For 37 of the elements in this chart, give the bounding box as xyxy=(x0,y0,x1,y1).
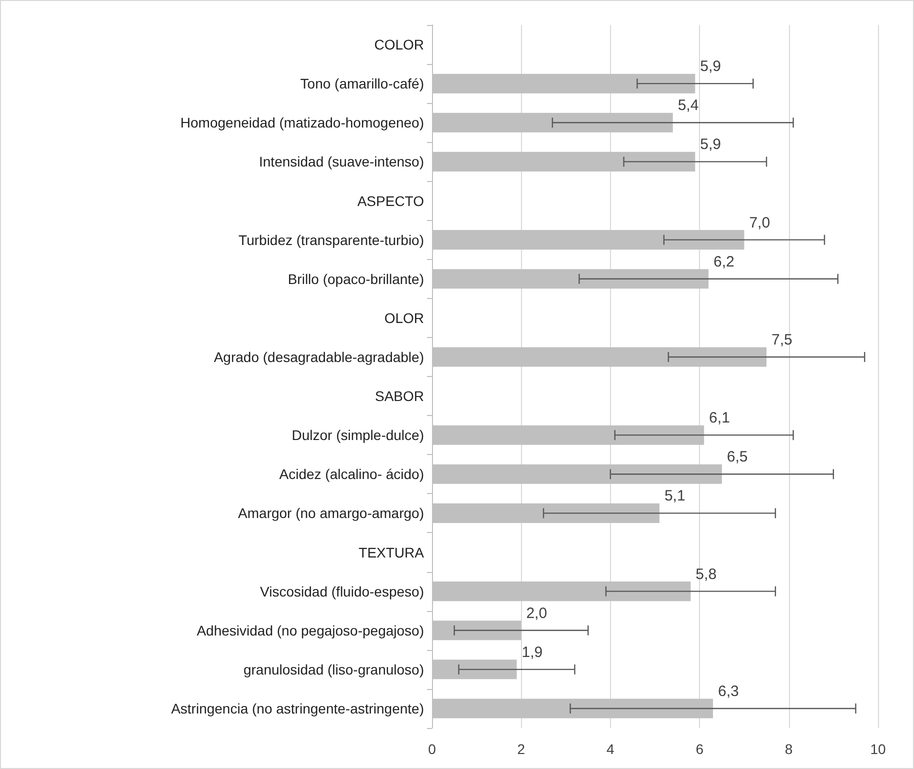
x-tick-label: 0 xyxy=(428,741,436,757)
y-tick-label: Dulzor (simple-dulce) xyxy=(292,427,424,444)
y-tick-label: Amargor (no amargo-amargo) xyxy=(238,505,424,522)
x-tick-label: 4 xyxy=(606,741,614,757)
data-label: 2,0 xyxy=(526,604,548,622)
y-tick-label: Adhesividad (no pegajoso-pegajoso) xyxy=(196,622,424,638)
data-label: 1,9 xyxy=(522,644,543,661)
y-tick-label: Astringencia (no astringente-astringente) xyxy=(171,700,424,716)
y-tick-label: Turbidez (transparente-turbio) xyxy=(238,232,424,248)
x-tick-label: 10 xyxy=(870,741,886,757)
data-label: 6,1 xyxy=(709,410,730,427)
data-label: 7,0 xyxy=(749,214,770,232)
y-tick-label: Acidez (alcalino- ácido) xyxy=(279,466,424,482)
data-label: 7,5 xyxy=(772,331,792,348)
data-label: 5,9 xyxy=(700,136,721,154)
y-tick-label: Homogeneidad (matizado-homogeneo) xyxy=(180,114,424,131)
y-tick-label: TEXTURA xyxy=(358,544,425,560)
y-tick-label: ASPECTO xyxy=(357,192,424,209)
data-label: 5,9 xyxy=(700,58,721,76)
x-tick-label: 8 xyxy=(784,741,793,757)
data-label: 6,5 xyxy=(726,448,748,466)
x-tick-label: 2 xyxy=(517,741,526,757)
y-tick-label: granulosidad (liso-granuloso) xyxy=(243,661,424,678)
y-tick-label: Tono (amarillo-café) xyxy=(300,76,424,92)
data-label: 5,8 xyxy=(696,566,717,583)
y-tick-label: Brillo (opaco-brillante) xyxy=(288,270,424,287)
y-tick-label: SABOR xyxy=(374,388,424,404)
data-label: 6,2 xyxy=(714,253,734,270)
y-tick-label: OLOR xyxy=(384,310,424,326)
data-label: 5,4 xyxy=(678,97,699,114)
y-tick-label: Intensidad (suave-intenso) xyxy=(259,154,424,170)
data-label: 5,1 xyxy=(664,488,686,505)
y-tick-label: Viscosidad (fluido-espeso) xyxy=(260,583,424,600)
data-label: 6,3 xyxy=(718,682,739,700)
y-tick-label: Agrado (desagradable-agradable) xyxy=(214,348,424,365)
x-tick-label: 6 xyxy=(696,741,704,757)
y-tick-label: COLOR xyxy=(374,36,424,53)
